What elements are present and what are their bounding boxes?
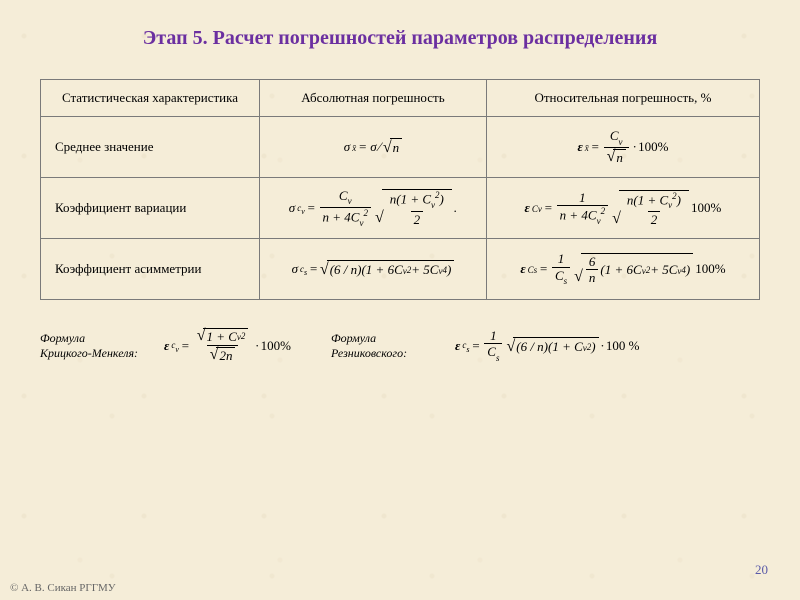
col-stat: Статистическая характеристика [41,80,260,117]
table-row: Среднее значение σx̄ = σ∕ √n εx̄ = Cv √n [41,117,760,178]
km-block: ФормулаКрицкого-Менкеля: εcv = √1 + Cv2 … [40,328,291,363]
table-row: Коэффициент асимметрии σcs = √ (6 / n)(1… [41,239,760,300]
row-cv-abs: σcv = Cv n + 4Cv2 √ n(1 + Cv2) 2 [260,178,487,239]
table-header-row: Статистическая характеристика Абсолютная… [41,80,760,117]
row-mean-rel: εx̄ = Cv √n · 100% [486,117,759,178]
page-number: 20 [755,562,768,578]
km-label: ФормулаКрицкого-Менкеля: [40,331,150,360]
errors-table: Статистическая характеристика Абсолютная… [40,79,760,300]
page-title: Этап 5. Расчет погрешностей параметров р… [0,0,800,57]
slide: Этап 5. Расчет погрешностей параметров р… [0,0,800,600]
row-cv-rel: εCv = 1 n + 4Cv2 √ n(1 + Cv2) 2 [486,178,759,239]
row-cs-rel: εCs = 1Cs √ 6n (1 + 6Cv2 + 5Cv4) 100% [486,239,759,300]
rez-label: ФормулаРезниковского: [331,331,441,360]
col-abs: Абсолютная погрешность [260,80,487,117]
row-cv-label: Коэффициент вариации [41,178,260,239]
copyright: © А. В. Сикан РГГМУ [10,582,116,594]
row-mean-abs: σx̄ = σ∕ √n [260,117,487,178]
row-cs-abs: σcs = √ (6 / n)(1 + 6Cv2 + 5Cv4) [260,239,487,300]
table-row: Коэффициент вариации σcv = Cv n + 4Cv2 √… [41,178,760,239]
row-cs-label: Коэффициент асимметрии [41,239,260,300]
rez-block: ФормулаРезниковского: εcs = 1Cs √ (6 / n… [331,328,639,363]
row-mean-label: Среднее значение [41,117,260,178]
rez-formula: εcs = 1Cs √ (6 / n)(1 + Cv2) · 100 % [455,329,639,363]
col-rel: Относительная погрешность, % [486,80,759,117]
footer-formulas: ФормулаКрицкого-Менкеля: εcv = √1 + Cv2 … [40,328,760,363]
km-formula: εcv = √1 + Cv2 √2n · 100% [164,328,291,363]
